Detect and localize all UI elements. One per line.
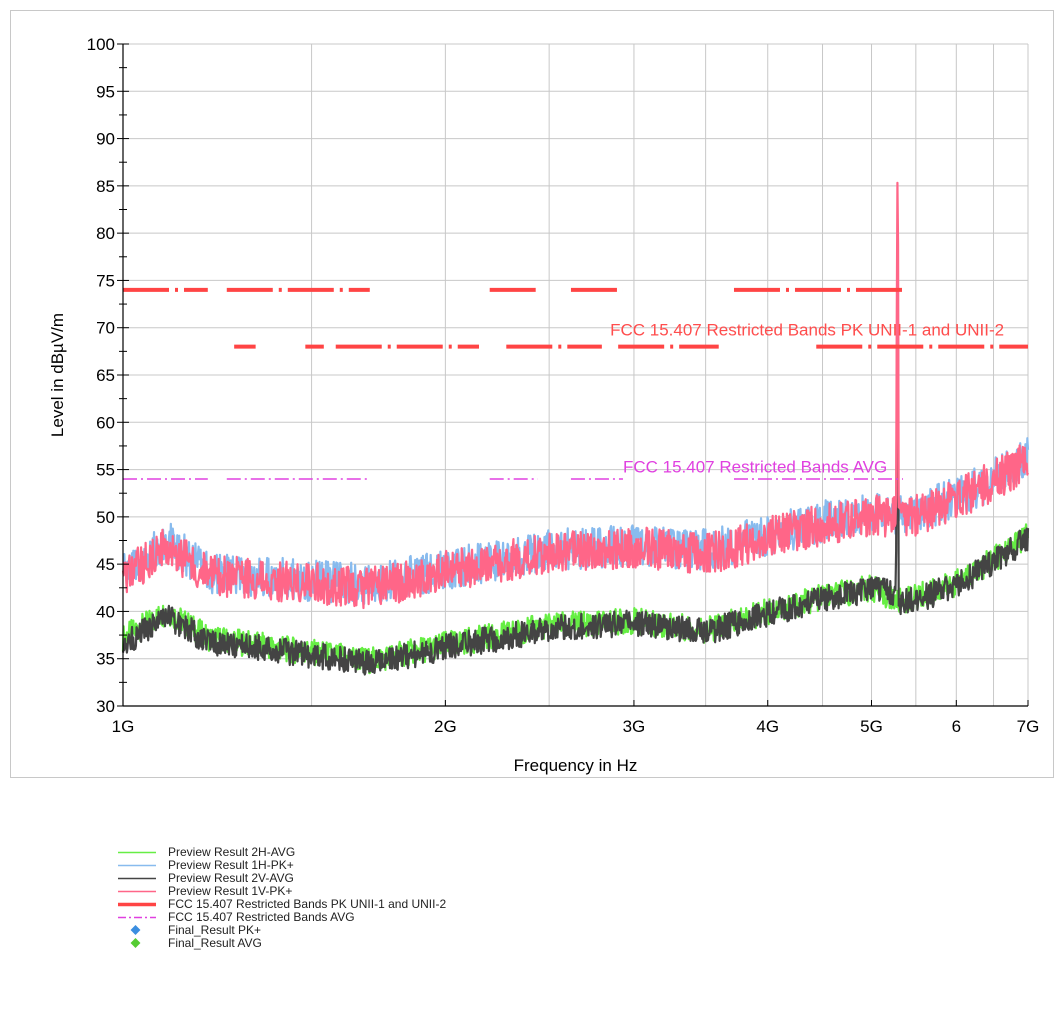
y-tick-label: 85 [96, 177, 115, 196]
y-tick-label: 30 [96, 697, 115, 716]
y-tick-label: 65 [96, 366, 115, 385]
y-tick-label: 40 [96, 602, 115, 621]
y-tick-label: 35 [96, 650, 115, 669]
y-tick-label: 80 [96, 224, 115, 243]
chart-annotation: FCC 15.407 Restricted Bands PK UNII-1 an… [610, 320, 1004, 339]
x-tick-label: 3G [623, 717, 646, 736]
legend-label: FCC 15.407 Restricted Bands AVG [168, 910, 355, 924]
y-tick-label: 95 [96, 82, 115, 101]
y-tick-label: 50 [96, 508, 115, 527]
y-tick-label: 45 [96, 555, 115, 574]
legend-swatch [118, 890, 156, 893]
legend-label: Preview Result 1H-PK+ [168, 858, 294, 872]
annotation-layer: FCC 15.407 Restricted Bands PK UNII-1 an… [610, 320, 1004, 476]
x-tick-label: 2G [434, 717, 457, 736]
legend-swatch [118, 902, 156, 907]
legend-swatch [118, 851, 156, 854]
y-tick-label: 100 [87, 35, 115, 54]
x-tick-label: 4G [756, 717, 779, 736]
legend-marker [130, 938, 141, 948]
x-tick-label: 6 [952, 717, 961, 736]
chart-svg: 30 35 40 45 50 55 60 65 70 75 80 85 90 95 100 1G 2G 3G 4G 5… [48, 35, 1040, 775]
legend-item: FCC 15.407 Restricted Bands PK UNII-1 an… [118, 898, 818, 911]
series-layer [121, 181, 1030, 676]
legend-label: Final_Result AVG [168, 936, 262, 950]
legend-swatch [118, 916, 156, 919]
legend-item: Final_Result PK+ [118, 924, 818, 937]
legend-swatch [130, 938, 141, 948]
legend-swatch [118, 877, 156, 880]
y-tick-label: 75 [96, 271, 115, 290]
y-tick-label: 70 [96, 319, 115, 338]
series-preview-result-1v-pk--line [121, 181, 1030, 610]
legend-item: Final_Result AVG [118, 937, 818, 950]
x-tick-label: 1G [112, 717, 135, 736]
x-tick-label: 7G [1017, 717, 1040, 736]
axis-layer: 30 35 40 45 50 55 60 65 70 75 80 85 90 95 100 1G 2G 3G 4G 5… [87, 35, 1040, 736]
legend-item: Preview Result 1V-PK+ [118, 885, 818, 898]
grid-layer [122, 43, 1029, 707]
x-axis-label: Frequency in Hz [514, 756, 638, 775]
series-preview-result-2v-avg-line [121, 261, 1030, 676]
legend-label: Preview Result 2H-AVG [168, 845, 296, 859]
legend-label: Preview Result 2V-AVG [168, 871, 294, 885]
legend-item: FCC 15.407 Restricted Bands AVG [118, 911, 818, 924]
y-axis-label: Level in dBµV/m [48, 313, 67, 437]
legend-label: Preview Result 1V-PK+ [168, 884, 293, 898]
legend-label: Final_Result PK+ [168, 923, 262, 937]
y-tick-label: 60 [96, 413, 115, 432]
chart-frame: 30 35 40 45 50 55 60 65 70 75 80 85 90 95 100 1G 2G 3G 4G 5… [10, 10, 1054, 778]
legend-swatch [118, 864, 156, 867]
legend: Preview Result 2H-AVG Preview Result 1H-P… [118, 846, 818, 950]
x-tick-label: 5G [860, 717, 883, 736]
y-tick-label: 90 [96, 130, 115, 149]
legend-item: Preview Result 2H-AVG [118, 846, 818, 859]
legend-label: FCC 15.407 Restricted Bands PK UNII-1 an… [168, 897, 447, 911]
y-tick-label: 55 [96, 461, 115, 480]
legend-swatch [130, 925, 141, 935]
chart-annotation: FCC 15.407 Restricted Bands AVG [623, 457, 887, 476]
legend-marker [130, 925, 141, 935]
legend-item: Preview Result 1H-PK+ [118, 859, 818, 872]
legend-item: Preview Result 2V-AVG [118, 872, 818, 885]
